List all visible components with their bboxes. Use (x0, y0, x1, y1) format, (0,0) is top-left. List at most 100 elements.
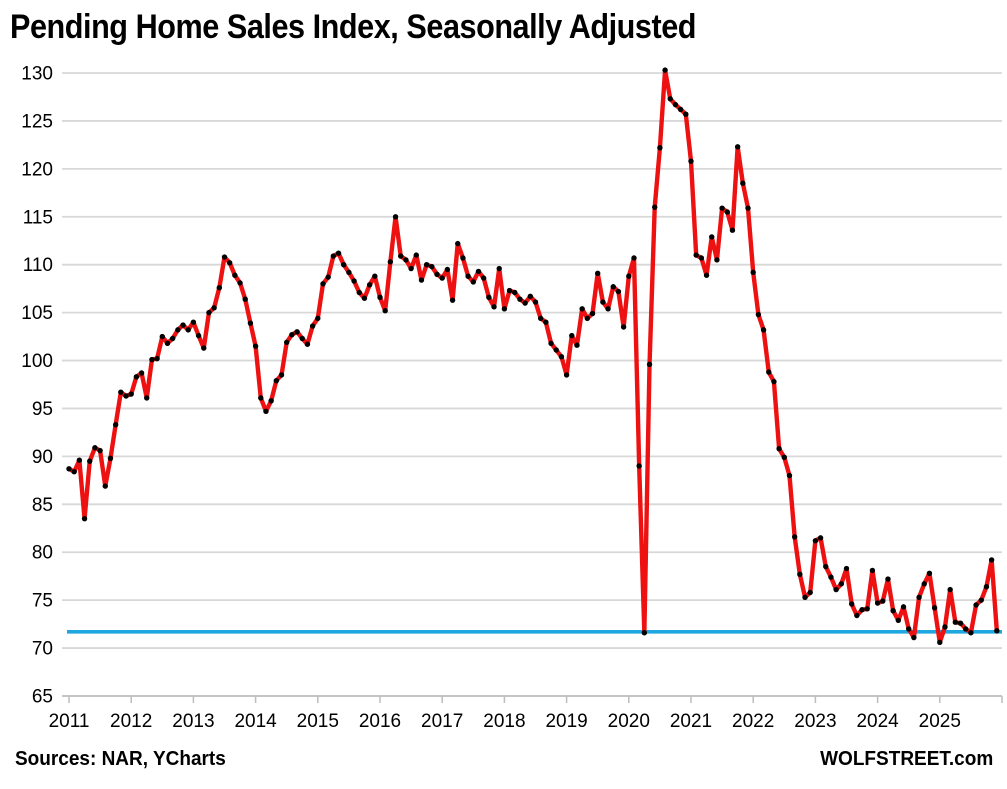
data-point-marker (942, 624, 948, 630)
data-point-marker (874, 600, 881, 606)
data-point-marker (351, 278, 357, 284)
data-point-marker (491, 304, 497, 310)
data-point-marker (781, 454, 787, 461)
data-point-marker (600, 299, 606, 305)
data-point-marker (527, 293, 534, 300)
data-point-marker (563, 372, 570, 378)
data-point-marker (994, 628, 1000, 634)
data-point-marker (926, 570, 933, 577)
data-point-marker (366, 282, 373, 288)
data-point-marker (812, 538, 819, 544)
data-point-marker (615, 288, 622, 295)
data-point-marker (418, 277, 425, 283)
data-point-marker (398, 253, 404, 259)
x-tick-label: 2025 (919, 711, 961, 732)
data-point-marker (983, 584, 990, 590)
data-point-marker (864, 606, 870, 612)
data-point-marker (652, 204, 658, 210)
data-point-marker (641, 630, 648, 636)
data-point-marker (719, 205, 725, 211)
data-point-marker (911, 634, 917, 641)
data-point-marker (309, 323, 316, 329)
data-point-marker (729, 227, 736, 233)
y-tick-label: 115 (23, 207, 53, 228)
data-point-marker (159, 333, 165, 340)
data-point-marker (574, 342, 580, 348)
data-point-marker (698, 255, 705, 261)
data-point-marker (289, 331, 295, 338)
data-point-marker (968, 630, 974, 636)
data-point-marker (164, 340, 171, 346)
data-point-marker (636, 463, 642, 469)
data-point-marker (180, 322, 186, 328)
data-point-marker (273, 377, 280, 384)
data-point-marker (667, 96, 673, 102)
data-point-marker (817, 535, 824, 541)
y-tick-label: 85 (32, 495, 53, 516)
data-point-marker (693, 252, 699, 258)
data-point-marker (361, 295, 368, 301)
data-point-marker (595, 270, 601, 277)
data-point-marker (605, 306, 611, 312)
x-tick-label: 2023 (794, 711, 836, 732)
y-gridlines (62, 72, 1002, 697)
data-point-marker (175, 327, 181, 333)
data-point-marker (677, 106, 684, 113)
data-point-marker (848, 601, 855, 607)
data-point-marker (512, 289, 518, 296)
data-point-marker (734, 144, 741, 150)
data-point-marker (797, 571, 803, 577)
data-point-marker (828, 574, 834, 580)
x-tick-label: 2015 (297, 711, 339, 732)
data-point-marker (423, 261, 430, 268)
data-point-marker (206, 309, 212, 316)
data-point-marker (791, 534, 798, 540)
data-point-marker (392, 214, 399, 220)
data-point-marker (242, 296, 248, 302)
y-tick-label: 125 (21, 111, 53, 132)
data-point-marker (553, 347, 559, 353)
data-point-marker (278, 372, 285, 378)
y-tick-label: 75 (32, 591, 53, 612)
data-point-marker (885, 576, 891, 582)
y-tick-label: 70 (32, 639, 53, 660)
x-tick-marks (68, 696, 1003, 703)
data-point-marker (859, 607, 865, 613)
series-markers (66, 67, 1000, 646)
data-point-marker (931, 605, 938, 611)
data-point-marker (880, 598, 886, 604)
data-point-marker (957, 620, 964, 626)
data-point-marker (346, 269, 352, 276)
data-point-marker (532, 299, 539, 305)
data-point-marker (87, 458, 93, 464)
data-point-marker (460, 255, 466, 261)
data-point-marker (149, 356, 155, 363)
data-point-marker (268, 398, 274, 404)
data-point-marker (688, 158, 694, 164)
data-point-marker (823, 563, 829, 570)
data-point-marker (263, 408, 269, 415)
data-point-marker (118, 389, 124, 395)
y-tick-label: 120 (21, 159, 53, 180)
data-point-marker (750, 269, 756, 276)
data-point-marker (449, 297, 456, 303)
data-point-marker (890, 608, 896, 614)
data-point-marker (760, 327, 767, 333)
x-tick-label: 2014 (234, 711, 277, 732)
data-point-marker (776, 446, 782, 452)
x-tick-label: 2011 (49, 711, 90, 732)
data-point-marker (506, 287, 513, 294)
data-point-marker (947, 586, 953, 593)
data-point-marker (916, 594, 922, 600)
data-point-marker (610, 284, 616, 290)
data-point-marker (455, 240, 461, 247)
data-point-marker (657, 145, 663, 151)
data-point-marker (335, 250, 342, 256)
data-point-marker (434, 271, 440, 277)
series-line (66, 67, 1000, 645)
data-point-marker (97, 447, 103, 454)
data-point-marker (620, 324, 627, 330)
x-tick-label: 2021 (670, 711, 712, 732)
data-point-marker (662, 67, 668, 73)
